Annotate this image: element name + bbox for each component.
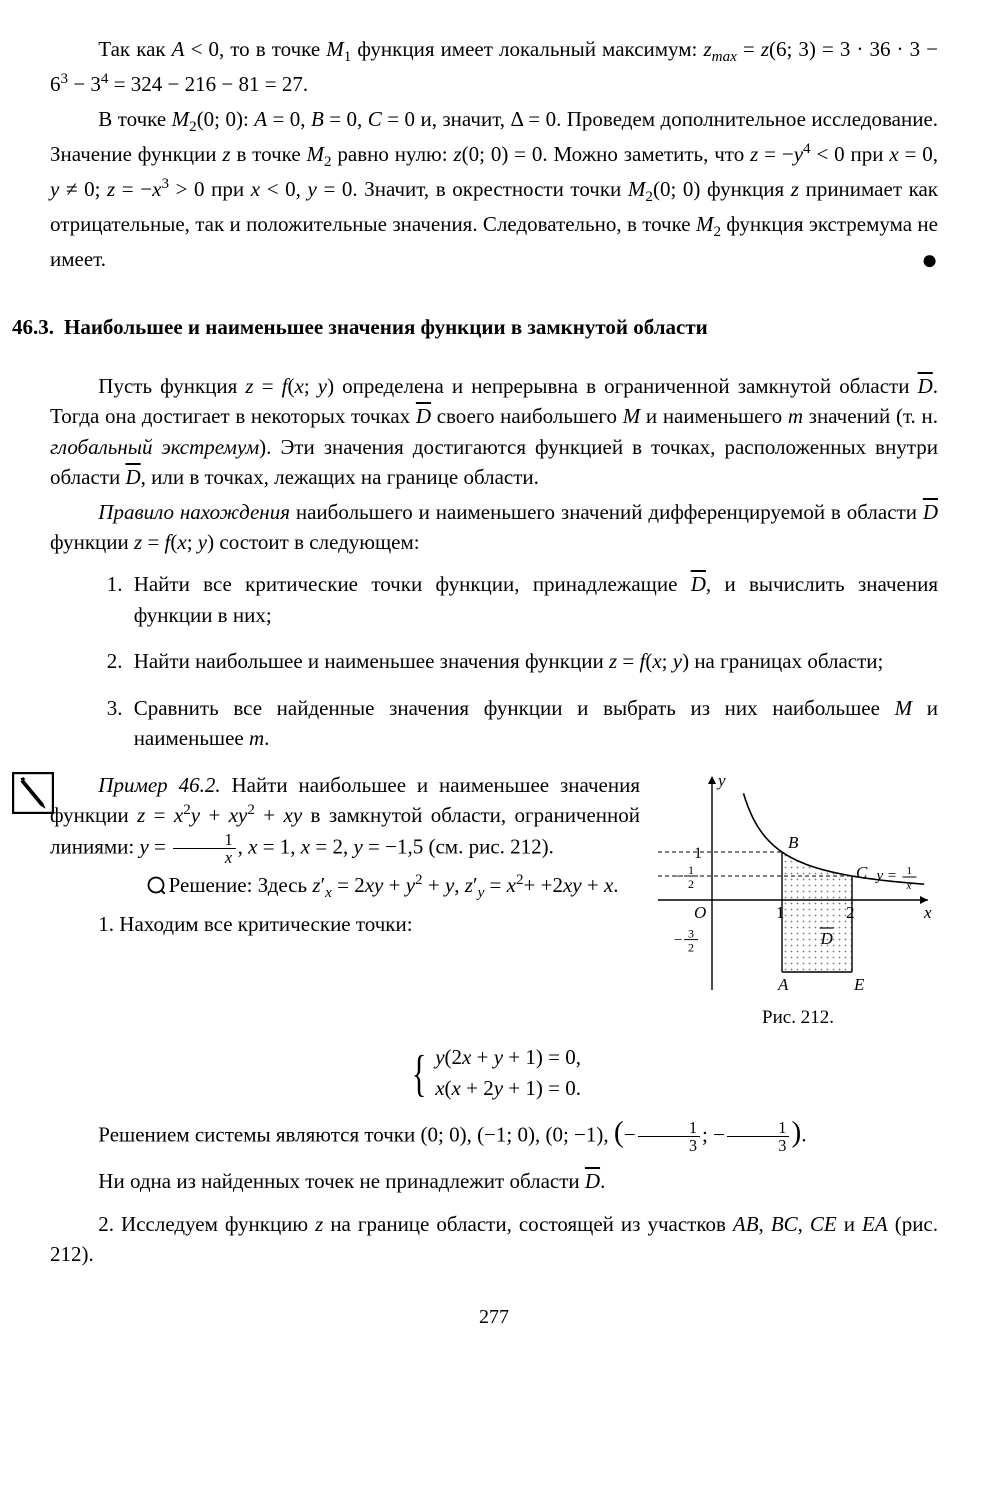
svg-text:2: 2: [688, 877, 694, 891]
figure-caption: Рис. 212.: [658, 1004, 938, 1032]
step-1: Найти все критические точки функции, при…: [128, 569, 938, 630]
svg-text:−: −: [674, 869, 682, 885]
system-eq-1: y(2x + y + 1) = 0,: [435, 1042, 581, 1074]
system-eq-2: x(x + 2y + 1) = 0.: [435, 1073, 581, 1105]
figure-212: yxO12112−−32BCAEDy =1x: [658, 770, 938, 990]
solution-text: Решение: Здесь z′x = 2xy + y2 + y, z′y =…: [169, 873, 619, 897]
section-heading: 46.3. Наибольшее и наименьшее значения ф…: [50, 312, 938, 342]
svg-text:1: 1: [776, 903, 785, 922]
solution-step-1: 1. Находим все критические точки:: [50, 909, 640, 939]
solution-line: Решение: Здесь z′x = 2xy + y2 + y, z′y =…: [50, 870, 640, 905]
section-title: Наибольшее и наименьшее значения функции…: [64, 312, 938, 342]
paragraph-2: В точке M2(0; 0): A = 0, B = 0, C = 0 и,…: [50, 104, 938, 275]
pencil-icon: [12, 772, 54, 814]
svg-text:y =: y =: [875, 868, 898, 884]
svg-text:C: C: [856, 863, 868, 882]
svg-text:x: x: [923, 903, 932, 922]
example-text-column: Пример 46.2. Найти наибольшее и наименьш…: [50, 770, 658, 944]
solution-step-2: 2. Исследуем функцию z на границе област…: [50, 1209, 938, 1270]
svg-text:D: D: [820, 929, 834, 948]
system-equations: { y(2x + y + 1) = 0, x(x + 2y + 1) = 0.: [50, 1042, 938, 1105]
paragraph-4: Правило нахождения наибольшего и наимень…: [50, 497, 938, 558]
svg-text:3: 3: [688, 926, 694, 940]
section-number: 46.3.: [12, 312, 64, 342]
steps-list: Найти все критические точки функции, при…: [98, 569, 938, 753]
figure-column: yxO12112−−32BCAEDy =1x Рис. 212.: [658, 770, 938, 1032]
svg-text:1: 1: [694, 845, 702, 862]
step-2: Найти наибольшее и наименьшее значения ф…: [128, 646, 938, 676]
svg-text:y: y: [716, 771, 726, 790]
svg-text:2: 2: [846, 903, 855, 922]
solution-none-belong: Ни одна из найденных точек не принадлежи…: [50, 1166, 938, 1196]
page-number: 277: [50, 1303, 938, 1332]
svg-text:2: 2: [688, 940, 694, 954]
svg-text:O: O: [694, 903, 706, 922]
solution-icon: [98, 872, 164, 902]
step-3: Сравнить все найденные значения функции …: [128, 693, 938, 754]
paragraph-3: Пусть функция z = f(x; y) определена и н…: [50, 371, 938, 493]
example-statement: Пример 46.2. Найти наибольшее и наименьш…: [50, 770, 640, 866]
svg-text:A: A: [777, 975, 789, 990]
svg-text:−: −: [674, 932, 682, 948]
svg-text:x: x: [906, 880, 912, 892]
solution-points: Решением системы являются точки (0; 0), …: [50, 1119, 938, 1154]
svg-text:E: E: [853, 975, 865, 990]
svg-text:1: 1: [907, 865, 913, 877]
svg-text:1: 1: [688, 863, 694, 877]
page: Так как A < 0, то в точке M1 функция име…: [0, 0, 988, 1500]
paragraph-1: Так как A < 0, то в точке M1 функция име…: [50, 34, 938, 100]
svg-text:B: B: [788, 833, 799, 852]
